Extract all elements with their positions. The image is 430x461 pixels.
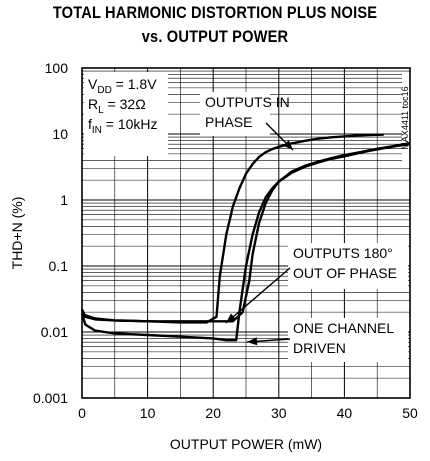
annotation-label: PHASE [205,114,252,130]
x-tick-label: 10 [140,405,156,421]
y-tick-label: 0.01 [41,324,68,340]
x-tick-label: 20 [205,405,221,421]
annotation-label: ONE CHANNEL [293,320,394,336]
series-line-1 [81,133,384,324]
y-axis-label: THD+N (%) [9,197,25,270]
annotation-arrowhead [283,140,293,150]
y-tick-label: 0.001 [33,390,68,406]
label-backdrop [200,92,270,136]
chart-title: TOTAL HARMONIC DISTORTION PLUS NOISE [52,3,378,22]
annotation-arrowhead [226,313,237,323]
annotation-label: OUTPUTS 180° [293,245,393,261]
annotation-arrowhead [247,337,258,346]
label-backdrop [402,72,410,167]
label-backdrop [288,243,408,289]
annotation-leader [225,267,291,324]
annotation-label: OUTPUTS IN [205,94,290,110]
condition-line: RL = 32Ω [88,96,146,116]
x-axis-label: OUTPUT POWER (mW) [170,436,322,452]
condition-line: VDD = 1.8V [88,76,157,96]
x-tick-label: 50 [402,405,418,421]
annotation-label: OUT OF PHASE [293,265,397,281]
y-tick-label: 100 [45,60,69,76]
x-tick-label: 40 [337,405,353,421]
series-line-3 [80,143,411,342]
chart-subtitle: vs. OUTPUT POWER [141,27,289,46]
annotation-label: DRIVEN [293,340,346,356]
label-backdrop [84,72,168,156]
condition-line: fIN = 10kHz [88,116,158,136]
x-tick-label: 30 [271,405,287,421]
figure-id-label: MAX4411 toc16 [400,86,410,149]
x-tick-label: 0 [78,405,86,421]
plot-frame [81,67,411,399]
y-tick-label: 1 [60,192,68,208]
y-tick-label: 10 [52,126,68,142]
label-backdrop [288,318,408,362]
y-tick-label: 0.1 [49,258,69,274]
